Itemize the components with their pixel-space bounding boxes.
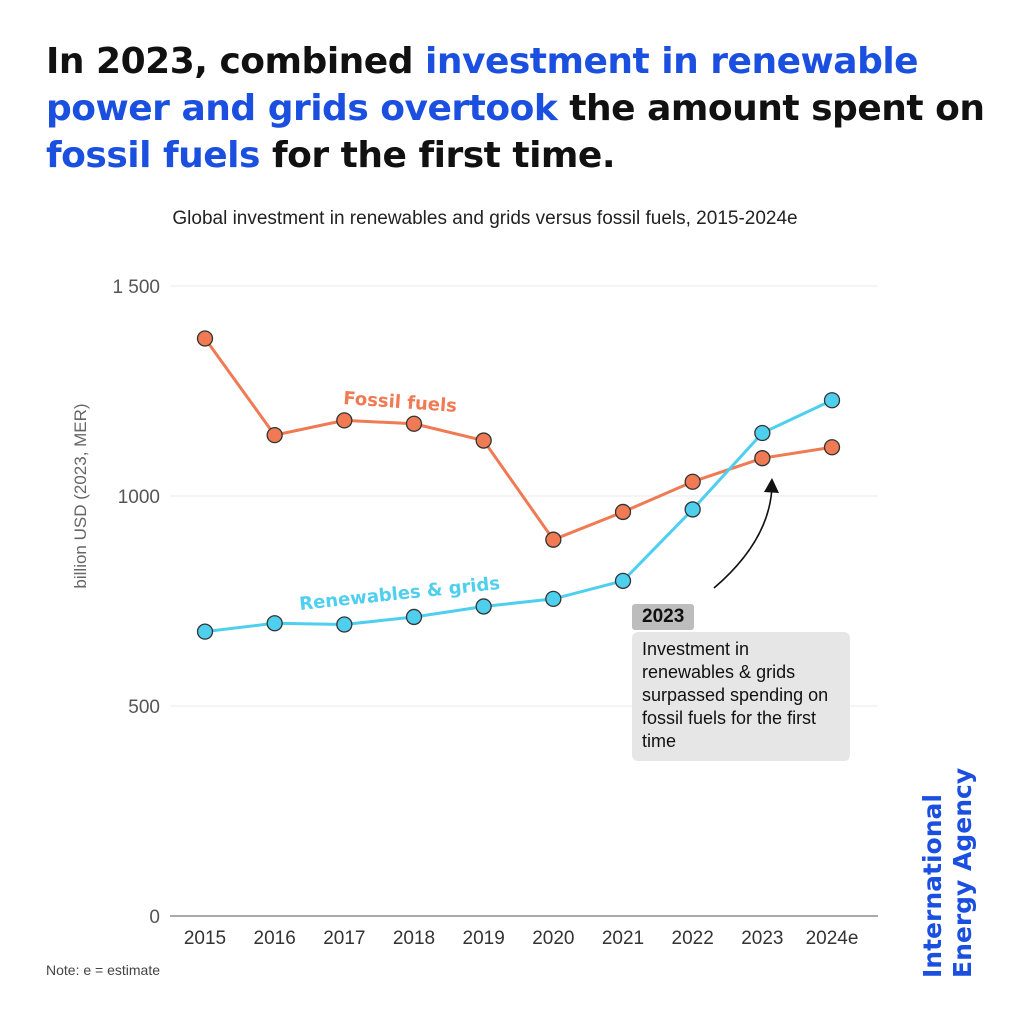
x-axis-ticks: 2015 2016 2017 2018 2019 2020 2021 2022 2023 2024… [184, 928, 859, 949]
iea-logo: International Energy Agency [918, 768, 978, 978]
callout-box: Investment in renewables & grids surpass… [632, 632, 850, 761]
data-point-fossil-fuels [196, 330, 214, 347]
headline-highlight-fossil: fossil fuels [46, 135, 260, 176]
x-tick-label: 2016 [254, 928, 296, 949]
headline-part3: the amount spent on [557, 88, 985, 129]
data-point-fossil-fuels [614, 503, 632, 521]
x-tick-label: 2020 [532, 928, 574, 949]
y-tick-label: 1 500 [112, 277, 160, 298]
data-point-renewables-grids [545, 590, 562, 608]
data-point-renewables-grids [614, 572, 632, 589]
headline-part1: In 2023, combined [46, 41, 426, 82]
callout-arrow [713, 485, 773, 589]
data-point-fossil-fuels [823, 439, 841, 456]
footnote: Note: e = estimate [46, 962, 161, 978]
data-point-renewables-grids [266, 615, 283, 632]
data-point-fossil-fuels [266, 426, 283, 444]
data-point-fossil-fuels [405, 415, 423, 432]
series-line-fossil-fuels [203, 337, 833, 542]
x-tick-label: 2024e [806, 928, 859, 949]
logo-line2: Energy Agency [948, 767, 977, 978]
headline-part5: for the first time. [259, 135, 616, 176]
chart-title: Global investment in renewables and grid… [172, 208, 798, 229]
series-label-fossil-fuels: Fossil fuels [343, 388, 458, 417]
y-tick-label: 1000 [118, 487, 160, 508]
data-point-renewables-grids [754, 424, 771, 442]
x-tick-label: 2023 [741, 928, 783, 949]
logo-line1: International [918, 794, 947, 978]
y-axis-ticks: 0 500 1000 1 500 [112, 277, 160, 928]
data-point-renewables-grids [196, 623, 214, 640]
data-point-renewables-grids [684, 501, 701, 518]
x-tick-label: 2022 [672, 928, 714, 949]
x-tick-label: 2015 [184, 928, 226, 949]
series-fossil-fuels: Fossil fuels [196, 330, 841, 548]
data-point-fossil-fuels [545, 531, 562, 548]
y-tick-label: 0 [149, 907, 160, 928]
series-line-renewables-grids [204, 398, 833, 634]
x-tick-label: 2019 [463, 928, 505, 949]
callout-arrowhead [764, 478, 779, 493]
callout-year-tag: 2023 [632, 604, 695, 630]
headline: In 2023, combined investment in renewabl… [46, 38, 996, 179]
data-point-fossil-fuels [684, 473, 701, 490]
data-point-renewables-grids [405, 608, 423, 626]
data-point-renewables-grids [336, 616, 353, 633]
data-point-renewables-grids [475, 598, 492, 615]
data-point-fossil-fuels [336, 412, 353, 429]
y-axis-label: billion USD (2023, MER) [71, 403, 90, 588]
headline-highlight-investment: investment in renewable power and grids … [46, 41, 919, 129]
x-tick-label: 2018 [393, 928, 435, 949]
x-tick-label: 2021 [602, 928, 644, 949]
data-point-fossil-fuels [754, 450, 771, 467]
data-point-renewables-grids [823, 392, 841, 409]
y-tick-label: 500 [128, 697, 160, 718]
data-point-fossil-fuels [475, 432, 492, 449]
x-tick-label: 2017 [323, 928, 365, 949]
